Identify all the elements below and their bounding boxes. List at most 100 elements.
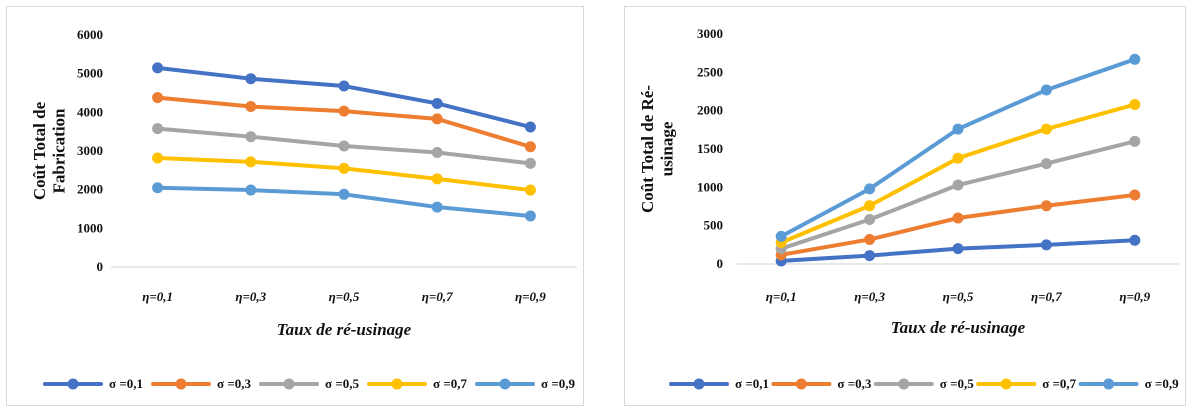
legend-label: σ =0,9 bbox=[541, 376, 575, 391]
data-point bbox=[431, 97, 443, 109]
y-tick-label: 2000 bbox=[697, 103, 723, 118]
data-point bbox=[338, 188, 350, 200]
y-axis-label-line: Coût Total de Ré- bbox=[638, 85, 657, 213]
data-point bbox=[864, 250, 876, 262]
legend-swatch-marker bbox=[1000, 378, 1012, 390]
legend-swatch-marker bbox=[795, 378, 807, 390]
data-point bbox=[245, 73, 257, 85]
x-tick-label: η=0,1 bbox=[142, 289, 173, 304]
y-axis-label-line: Coût Total de bbox=[30, 101, 49, 200]
data-point bbox=[431, 201, 443, 213]
y-tick-label: 2000 bbox=[77, 182, 103, 197]
legend-label: σ =0,1 bbox=[735, 376, 769, 391]
data-point bbox=[245, 156, 257, 168]
legend-swatch-marker bbox=[67, 378, 79, 390]
chart-fabrication-svg: Coût Total deFabrication 0 1000 2000 3000 400… bbox=[30, 27, 577, 391]
legend-label: σ =0,5 bbox=[325, 376, 359, 391]
data-point bbox=[338, 162, 350, 174]
data-point bbox=[775, 230, 787, 242]
data-point bbox=[431, 173, 443, 185]
legend-label: σ =0,5 bbox=[940, 376, 974, 391]
data-point bbox=[152, 62, 164, 74]
y-tick-label: 3000 bbox=[77, 143, 103, 158]
x-tick-label: η=0,1 bbox=[766, 289, 797, 304]
data-point bbox=[524, 157, 536, 169]
x-tick-label: η=0,9 bbox=[515, 289, 546, 304]
data-point bbox=[1129, 135, 1141, 147]
data-point bbox=[152, 123, 164, 135]
data-point bbox=[245, 131, 257, 143]
x-axis-label: Taux de ré-usinage bbox=[277, 320, 412, 339]
y-axis-label: Coût Total deFabrication bbox=[30, 101, 69, 200]
legend-swatch-marker bbox=[175, 378, 187, 390]
legend-label: σ =0,7 bbox=[1042, 376, 1076, 391]
data-point bbox=[1129, 99, 1141, 111]
data-point bbox=[864, 183, 876, 195]
data-point bbox=[431, 147, 443, 159]
legend-swatch-marker bbox=[693, 378, 705, 390]
data-point bbox=[864, 233, 876, 245]
series-line bbox=[155, 65, 533, 130]
data-point bbox=[864, 200, 876, 212]
y-tick-label: 0 bbox=[717, 256, 724, 271]
y-tick-label: 1000 bbox=[697, 179, 723, 194]
data-point bbox=[152, 182, 164, 194]
data-point bbox=[245, 184, 257, 196]
y-tick-label: 6000 bbox=[77, 27, 103, 42]
data-point bbox=[1040, 239, 1052, 251]
data-point bbox=[952, 152, 964, 164]
series-line bbox=[155, 155, 533, 193]
x-tick-label: η=0,5 bbox=[943, 289, 974, 304]
data-point bbox=[1129, 234, 1141, 246]
data-point bbox=[952, 243, 964, 255]
data-point bbox=[1129, 189, 1141, 201]
data-point bbox=[524, 121, 536, 133]
data-point bbox=[524, 141, 536, 153]
data-point bbox=[431, 113, 443, 125]
x-tick-label: η=0,9 bbox=[1119, 289, 1150, 304]
data-point bbox=[152, 152, 164, 164]
data-point bbox=[524, 184, 536, 196]
data-point bbox=[1040, 200, 1052, 212]
data-point bbox=[1040, 158, 1052, 170]
y-axis-label-line: usinage bbox=[658, 121, 677, 176]
legend-label: σ =0,1 bbox=[109, 376, 143, 391]
chart-panel-reusinage: Coût Total de Ré-usinage 0 500 1000 1500 2000… bbox=[624, 6, 1186, 406]
data-point bbox=[338, 105, 350, 117]
data-point bbox=[338, 80, 350, 92]
legend-swatch-marker bbox=[391, 378, 403, 390]
y-tick-label: 5000 bbox=[77, 66, 103, 81]
y-axis-label: Coût Total de Ré-usinage bbox=[638, 85, 677, 213]
series-line bbox=[779, 57, 1137, 239]
chart-panel-fabrication: Coût Total deFabrication 0 1000 2000 3000 400… bbox=[6, 6, 584, 406]
data-point bbox=[152, 92, 164, 104]
data-point bbox=[245, 101, 257, 113]
y-tick-label: 2500 bbox=[697, 64, 723, 79]
data-point bbox=[1040, 84, 1052, 96]
legend-label: σ =0,7 bbox=[433, 376, 467, 391]
x-tick-label: η=0,3 bbox=[854, 289, 885, 304]
y-tick-label: 4000 bbox=[77, 104, 103, 119]
x-tick-label: η=0,7 bbox=[422, 289, 453, 304]
data-point bbox=[1040, 123, 1052, 135]
legend-swatch-marker bbox=[283, 378, 295, 390]
legend-swatch-marker bbox=[499, 378, 511, 390]
legend-label: σ =0,3 bbox=[217, 376, 251, 391]
y-tick-label: 500 bbox=[704, 218, 724, 233]
chart-reusinage-svg: Coût Total de Ré-usinage 0 500 1000 1500 2000… bbox=[638, 26, 1179, 391]
data-point bbox=[952, 212, 964, 224]
y-tick-label: 1500 bbox=[697, 141, 723, 156]
data-point bbox=[524, 210, 536, 222]
x-tick-label: η=0,7 bbox=[1031, 289, 1062, 304]
x-axis-label: Taux de ré-usinage bbox=[891, 318, 1026, 337]
data-point bbox=[952, 179, 964, 191]
data-point bbox=[952, 123, 964, 135]
data-point bbox=[864, 214, 876, 226]
y-tick-label: 0 bbox=[97, 259, 104, 274]
y-axis-label-line: Fabrication bbox=[50, 108, 69, 194]
legend-label: σ =0,9 bbox=[1145, 376, 1179, 391]
legend-label: σ =0,3 bbox=[837, 376, 871, 391]
series-line bbox=[155, 95, 533, 149]
y-tick-label: 3000 bbox=[697, 26, 723, 41]
x-tick-label: η=0,3 bbox=[235, 289, 266, 304]
